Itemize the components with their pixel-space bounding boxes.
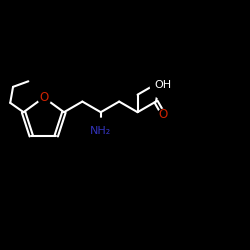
Text: O: O xyxy=(39,91,48,104)
Text: OH: OH xyxy=(155,80,172,90)
Text: O: O xyxy=(159,108,168,121)
Text: NH₂: NH₂ xyxy=(90,126,112,136)
